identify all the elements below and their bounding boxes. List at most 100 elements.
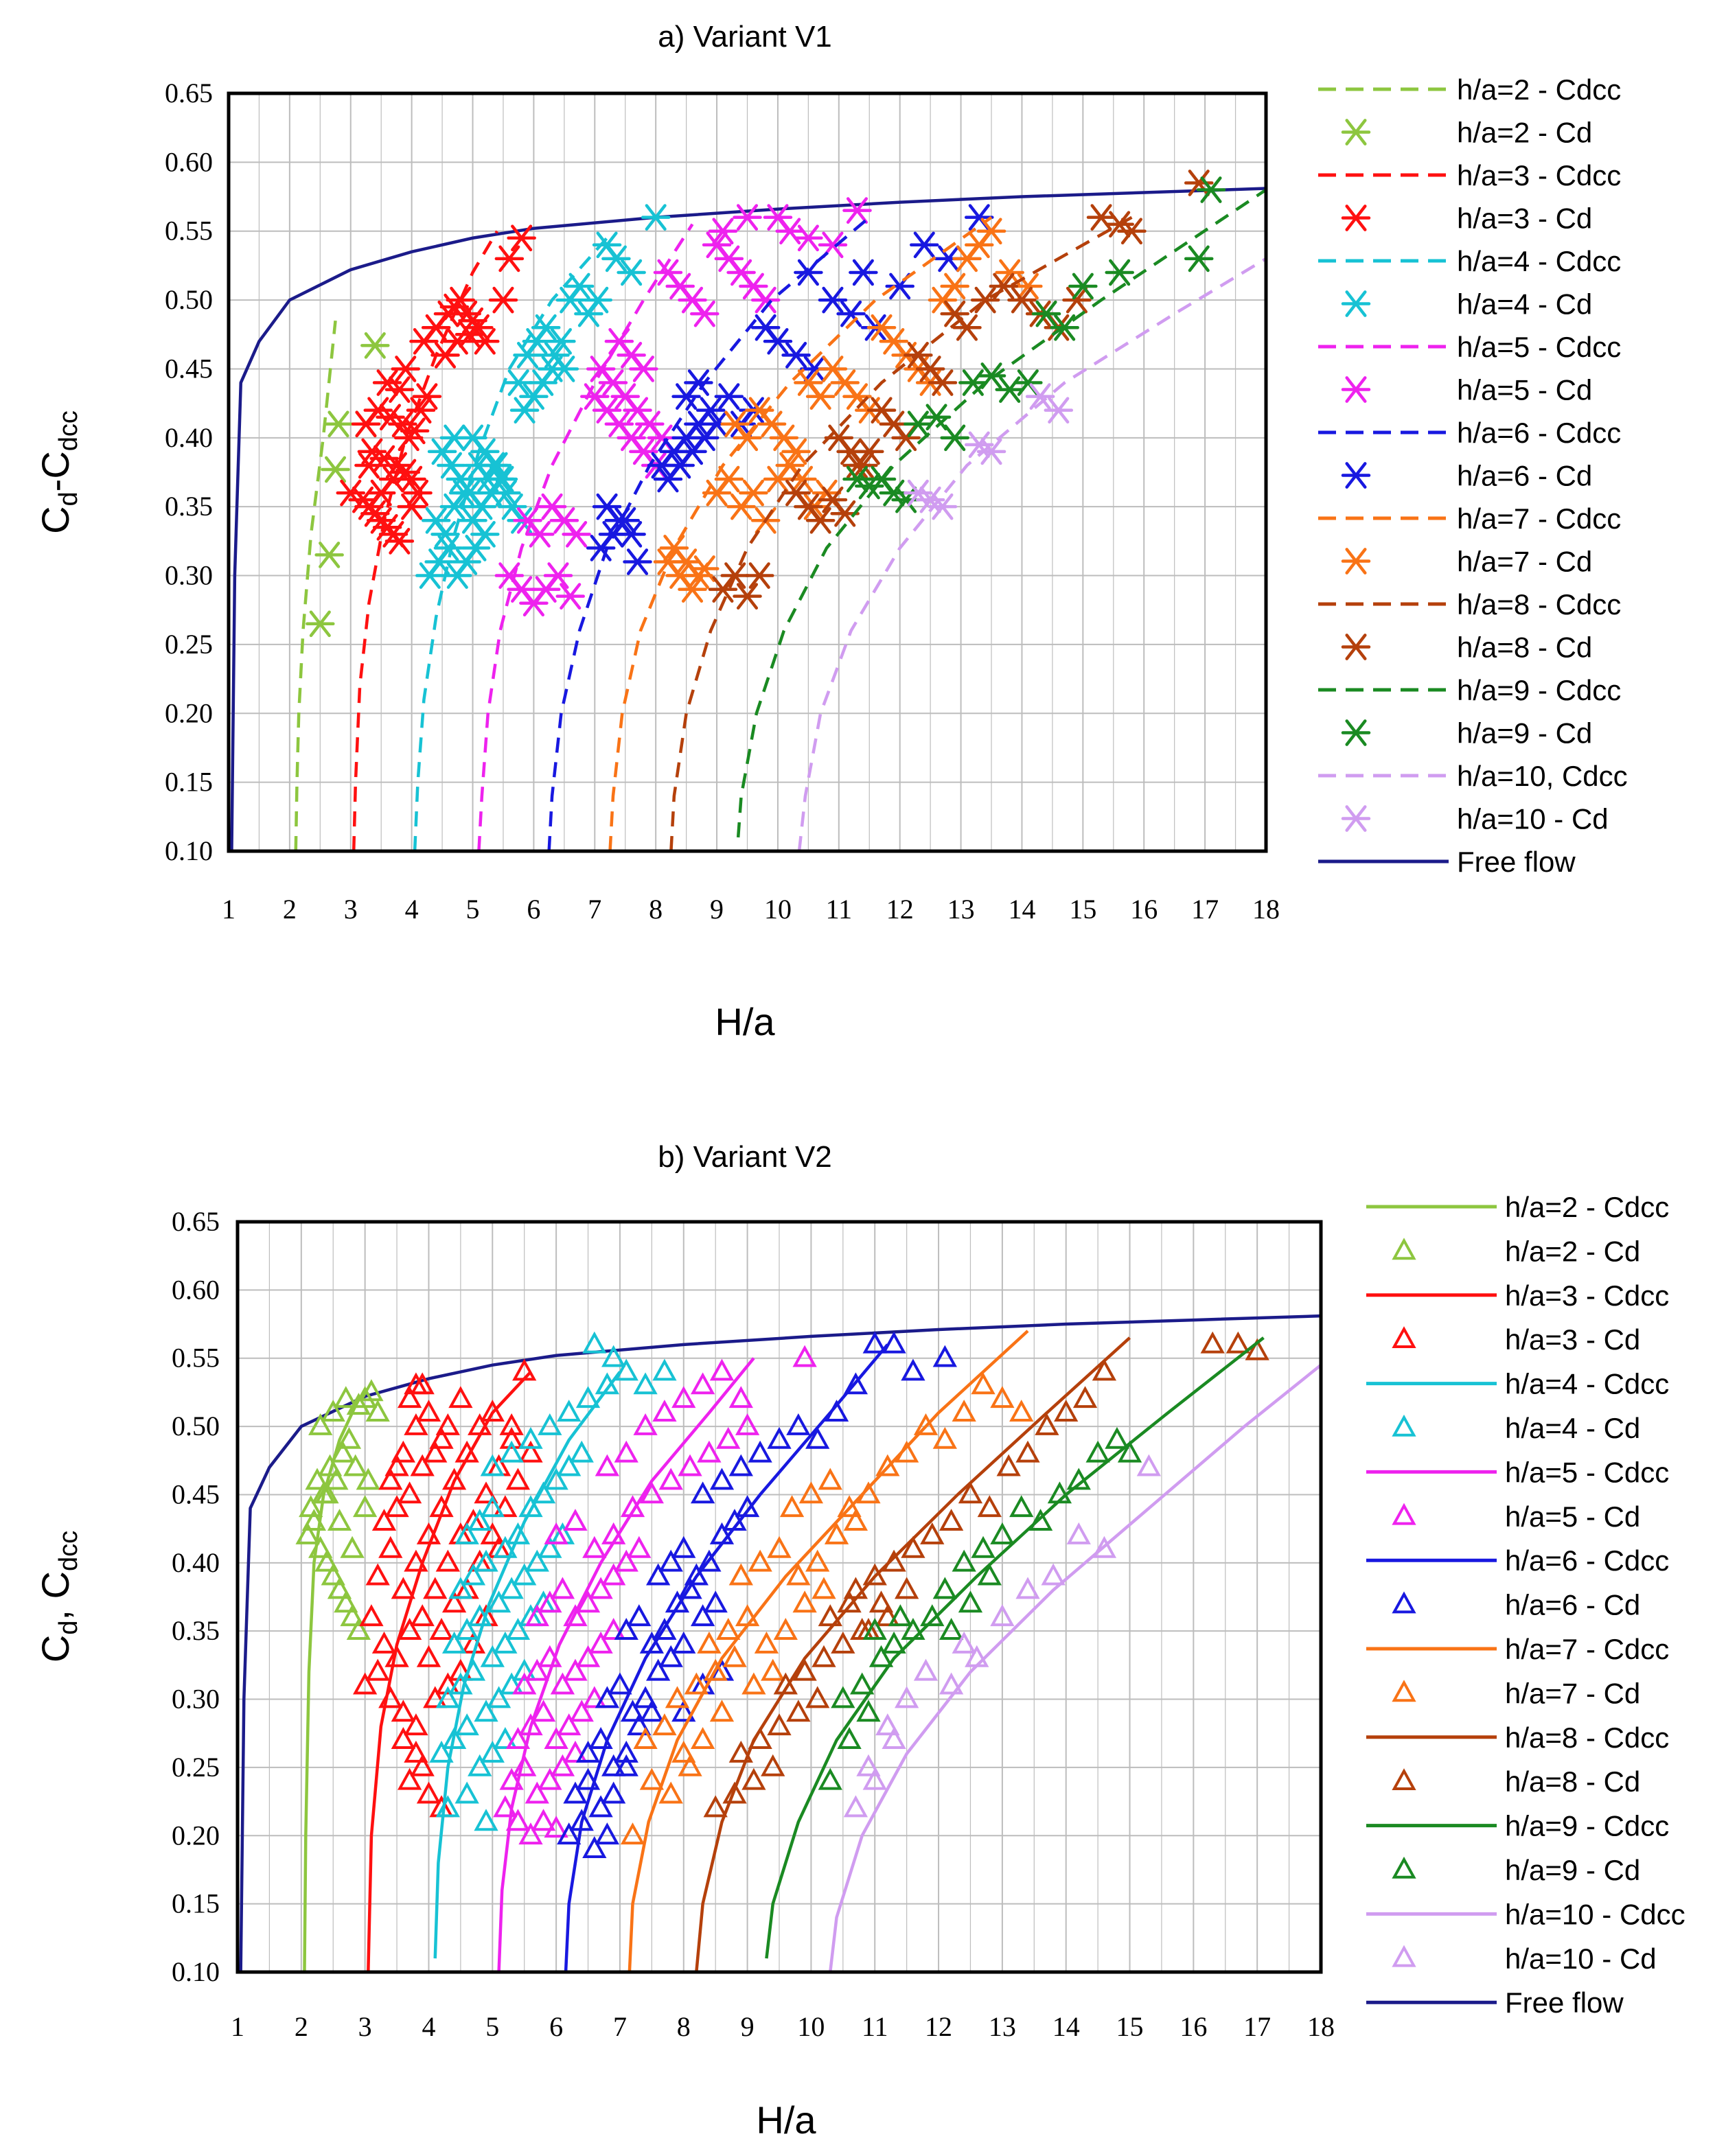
h8-cd-point [1054, 1400, 1079, 1422]
h2-cd-point [327, 1509, 352, 1531]
h7-cd-point [781, 438, 811, 465]
h3-cd-point [416, 1400, 441, 1422]
h6-cd-point [588, 1795, 613, 1818]
x-tick-label: 4 [405, 894, 419, 925]
h4-cd-point [601, 1345, 626, 1367]
x-tick-label: 8 [677, 2011, 691, 2042]
h5-cd-point [697, 1440, 722, 1463]
x-tick-label: 10 [797, 2011, 825, 2042]
x-tick-label: 18 [1252, 894, 1280, 925]
h4-cd-point [513, 342, 542, 369]
h6-cd-point [901, 1358, 925, 1381]
x-tick-label: 7 [588, 894, 601, 925]
h6-cd-point [639, 1700, 664, 1722]
h7-cd-point [805, 1549, 830, 1572]
x-tick-label: 9 [710, 894, 724, 925]
h4-cd-point [499, 1577, 524, 1599]
h6-cd-point [645, 1563, 671, 1586]
legend-label: h/a=10 - Cdcc [1505, 1898, 1685, 1930]
h9-cd-point [837, 1727, 862, 1749]
h6-cd-point [623, 548, 652, 575]
h7-cd-point [875, 1454, 900, 1476]
h7-cd-point [856, 1481, 881, 1504]
h9-cd-point [882, 1631, 906, 1654]
h7-cd-point [995, 259, 1024, 286]
y-tick-label: 0.45 [165, 353, 213, 384]
h2-cd-point [346, 1618, 371, 1640]
legend-marker-swatch [1341, 119, 1371, 146]
h7-cd-point [678, 1754, 702, 1776]
legend-label: h/a=6 - Cdcc [1457, 417, 1621, 449]
h4-cd-point [583, 286, 612, 314]
h6-cd-point [690, 1481, 715, 1504]
h6-cd-point [836, 300, 866, 327]
h8-cd-point [733, 583, 762, 610]
h10-cd-point [882, 1727, 906, 1749]
y-tick-label: 0.50 [165, 284, 213, 315]
legend-entry: h/a=3 - Cd [1341, 202, 1592, 235]
h5-cd-point [658, 1468, 683, 1490]
h2-cd-point [323, 410, 354, 438]
legend-entry: h/a=4 - Cd [1392, 1412, 1640, 1444]
h5-cd-point [512, 1754, 537, 1776]
legend-label: h/a=7 - Cd [1505, 1677, 1640, 1709]
h5-cd-point [543, 562, 573, 589]
legend-entry: h/a=3 - Cdcc [1366, 1279, 1669, 1312]
h6-cd-point [575, 1767, 601, 1790]
h3-cd-point [365, 1658, 390, 1681]
h8-cd-point [920, 1522, 945, 1544]
h7-cd-point [716, 1618, 741, 1640]
x-tick-label: 18 [1307, 2011, 1335, 2042]
h9-cd-point [1028, 1509, 1053, 1531]
h6-cd-point [614, 1618, 638, 1640]
h6-cd-point [645, 1658, 671, 1681]
h3-cd-point [429, 1426, 454, 1449]
legend-entry: h/a=8 - Cdcc [1318, 588, 1621, 621]
h3-cd-point [384, 376, 415, 403]
panel-b-series [239, 1314, 1322, 1973]
legend-label: h/a=6 - Cd [1457, 460, 1592, 492]
h4-cd-point [641, 204, 671, 231]
h3-cd-point [416, 1522, 441, 1544]
h4-cd-point [633, 1372, 658, 1395]
legend-marker-swatch [1341, 290, 1371, 317]
h7-cd-point [952, 1400, 976, 1422]
panel-a-plot-frame [227, 91, 1268, 853]
panel-b: b) Variant V2 0.100.150.200.250.300.350.… [34, 1140, 1685, 2142]
h3-cd-point [416, 1645, 441, 1667]
h7-cd-point [678, 576, 707, 603]
h3-cd-point [391, 356, 421, 382]
panel-a-x-axis-title: H/a [715, 1000, 775, 1043]
x-tick-label: 4 [422, 2011, 435, 2042]
h8-cd-point [818, 1604, 842, 1627]
legend-marker-swatch [1341, 205, 1371, 231]
h7-cd-point [652, 1713, 677, 1736]
legend-label: h/a=8 - Cdcc [1457, 588, 1621, 621]
h10-cd-point [1066, 1522, 1091, 1544]
h4-cd-point [564, 273, 595, 300]
h7-cd-point [739, 479, 768, 507]
h5-cd-point [557, 1713, 582, 1736]
h4-cd-point [493, 1535, 518, 1558]
legend-marker-swatch [1341, 462, 1371, 489]
legend-entry: h/a=5 - Cdcc [1318, 331, 1621, 363]
h2-cd-point [317, 1454, 343, 1476]
legend-entry: h/a=2 - Cdcc [1318, 73, 1621, 106]
y-tick-label: 0.25 [172, 1752, 220, 1783]
h7-cd-point [1009, 1400, 1034, 1422]
h5-cd-point [544, 1816, 568, 1838]
h3-cd-point [474, 1481, 498, 1504]
h4-cd-point [512, 1658, 537, 1681]
h9-cd-point [920, 1604, 945, 1627]
h5-cd-point [562, 520, 591, 548]
h4-cd-point [499, 1440, 524, 1463]
h4-cd-point [575, 1386, 601, 1409]
legend-entry: h/a=10 - Cd [1392, 1943, 1657, 1975]
h8-cd-point [882, 1549, 906, 1572]
x-tick-label: 2 [283, 894, 297, 925]
h6-cd-point [910, 231, 939, 259]
h4-cd-point [522, 327, 552, 355]
h6-cd-point [575, 1740, 601, 1763]
h6-cdcc-line [564, 1343, 889, 1973]
y-tick-label: 0.30 [172, 1684, 220, 1715]
